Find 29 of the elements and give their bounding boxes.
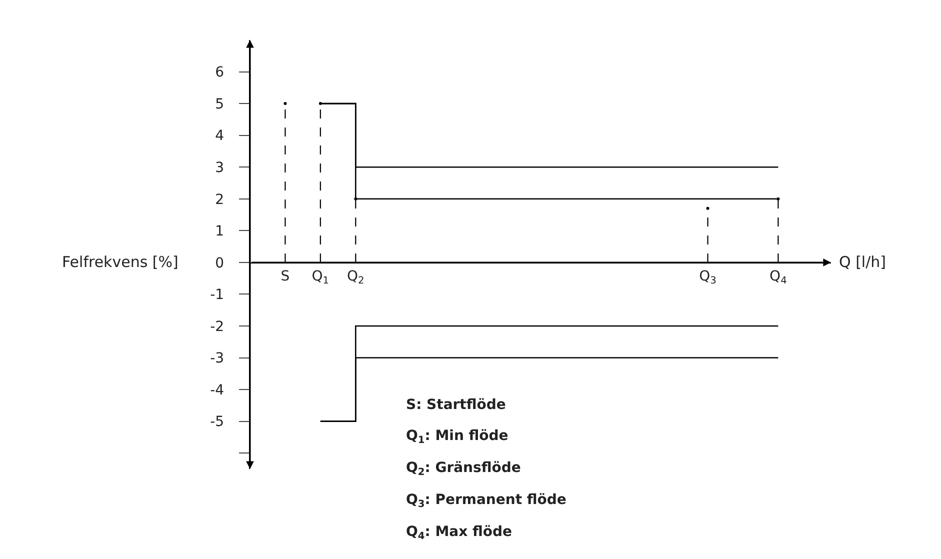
x-tick-label: Q$_{3}$ (699, 268, 716, 286)
y-tick-label: -5 (210, 414, 224, 430)
y-tick-label: 2 (215, 192, 224, 208)
annotation: S: Startflöde (406, 397, 506, 413)
x-tick-label: Q$_{4}$ (770, 268, 787, 286)
point (318, 102, 322, 106)
y-tick-label: 3 (215, 160, 224, 176)
y-tick-label: 6 (215, 64, 224, 81)
point (284, 102, 287, 106)
y-tick-label: -1 (210, 287, 224, 304)
x-tick-label: Q$_{1}$ (312, 268, 330, 286)
y-tick-label: -2 (210, 318, 224, 335)
x-tick-label: S (280, 268, 290, 284)
x-axis-title: Q [l/h] (839, 253, 886, 271)
x-tick-label: Q$_{2}$ (347, 268, 364, 286)
y-tick-label: 0 (215, 255, 224, 272)
point (776, 197, 780, 200)
y-tick-label: -3 (210, 350, 224, 367)
text: Q$_{3}$: Permanent flöde (406, 492, 566, 510)
y-tick-label: -4 (210, 382, 224, 398)
text: Q$_{4}$: Max flöde (406, 524, 512, 542)
y-tick-label: 4 (215, 128, 224, 144)
y-axis-title: Felfrekvens [%] (62, 253, 178, 271)
point (354, 197, 358, 200)
point (706, 206, 710, 210)
annotation: Q$_{1}$: Min flöde (406, 428, 508, 446)
y-tick-label: 5 (215, 96, 224, 112)
annotation: Q$_{2}$: Gränsflöde (406, 460, 521, 478)
y-tick-label: 1 (215, 224, 224, 240)
